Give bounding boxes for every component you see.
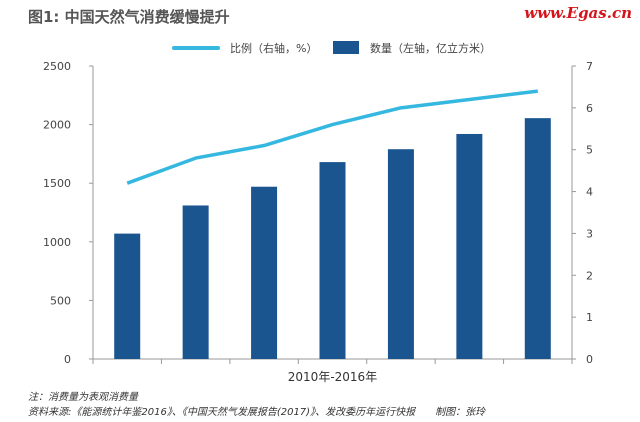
- bar-2013: [319, 162, 346, 359]
- bar-2014: [387, 149, 414, 359]
- legend-bar-swatch: [333, 41, 359, 54]
- right-tick-label: 0: [586, 353, 593, 366]
- legend-bar-label: 数量（左轴，亿立方米）: [370, 42, 491, 55]
- right-tick-label: 7: [586, 60, 593, 73]
- watermark: www.Egas.cn: [524, 4, 632, 22]
- legend-line-label: 比例（右轴，%）: [230, 42, 318, 55]
- right-tick-label: 3: [586, 227, 593, 240]
- right-tick-label: 2: [586, 269, 593, 282]
- left-tick-label: 2000: [43, 119, 71, 132]
- bar-2010: [114, 233, 141, 359]
- left-tick-label: 2500: [43, 60, 71, 73]
- right-tick-label: 5: [586, 144, 593, 157]
- left-tick-label: 1000: [43, 236, 71, 249]
- chart-title: 图1: 中国天然气消费缓慢提升: [28, 8, 230, 26]
- x-axis-label: 2010年-2016年: [288, 370, 377, 384]
- right-tick-label: 6: [586, 102, 593, 115]
- bar-2011: [182, 205, 209, 359]
- source-text: 资料来源:《能源统计年鉴2016》、《中国天然气发展报告(2017)》、发改委历…: [28, 407, 486, 418]
- bar-2015: [456, 133, 483, 359]
- right-tick-label: 1: [586, 311, 593, 324]
- legend-line-swatch: [172, 46, 220, 50]
- right-tick-label: 4: [586, 186, 593, 199]
- left-tick-label: 1500: [43, 177, 71, 190]
- bar-2012: [251, 186, 278, 359]
- left-tick-label: 500: [50, 294, 71, 307]
- bar-2016: [524, 118, 551, 360]
- left-tick-label: 0: [64, 353, 71, 366]
- note-text: 注：消费量为表观消费量: [28, 392, 138, 403]
